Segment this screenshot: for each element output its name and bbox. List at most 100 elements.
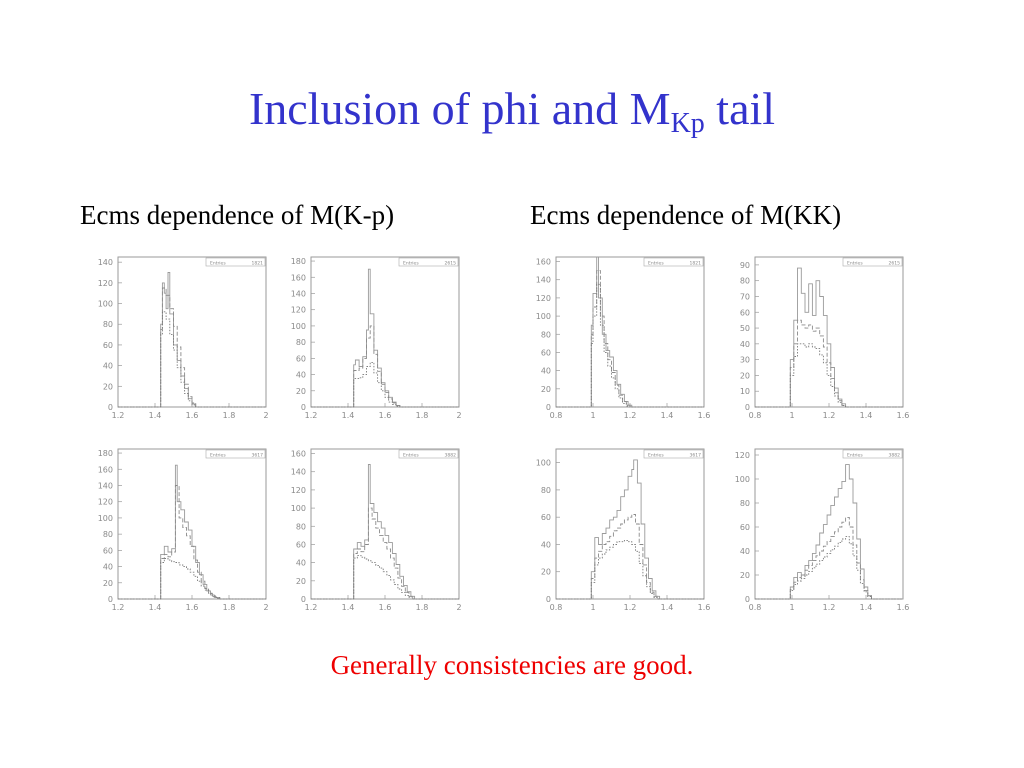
histogram-series-3 (755, 536, 903, 600)
histogram-series-3 (556, 283, 704, 408)
x-tick-label: 2 (263, 411, 268, 420)
histogram-series-1 (118, 464, 266, 600)
x-tick-label: 1.2 (823, 603, 836, 612)
y-tick-label: 20 (541, 385, 551, 394)
title-subscript: Kp (670, 108, 705, 139)
y-tick-label: 0 (108, 595, 113, 604)
x-tick-label: 1.2 (112, 603, 125, 612)
stats-box (205, 449, 266, 459)
histogram-series-3 (556, 539, 704, 600)
y-tick-label: 80 (740, 499, 750, 508)
y-tick-label: 140 (536, 276, 551, 285)
histogram-kp-4: Entries 3882 0 20 40 60 80 100 120 140 160 1.2 1.4 1.… (291, 448, 462, 612)
plot-frame (754, 448, 904, 600)
stats-value: 2615 (889, 261, 901, 267)
stats-label: Entries (648, 261, 664, 267)
x-tick-label: 1.8 (416, 411, 429, 420)
x-tick-label: 1 (789, 603, 794, 612)
x-tick-label: 1.8 (416, 603, 429, 612)
y-tick-label: 40 (740, 547, 750, 556)
y-tick-label: 180 (98, 449, 113, 458)
x-tick-label: 1.4 (661, 603, 674, 612)
x-tick-label: 1.6 (897, 603, 910, 612)
x-tick-label: 1.6 (698, 603, 711, 612)
y-tick-label: 20 (296, 387, 306, 396)
y-tick-label: 100 (291, 504, 306, 513)
x-tick-label: 2 (263, 603, 268, 612)
stats-box (205, 257, 266, 267)
x-tick-label: 1.4 (860, 603, 873, 612)
x-tick-label: 2 (456, 603, 461, 612)
x-tick-label: 1.2 (305, 603, 318, 612)
y-tick-label: 180 (291, 257, 306, 266)
y-tick-label: 50 (740, 324, 750, 333)
plot-frame (117, 448, 267, 600)
y-tick-label: 40 (296, 559, 306, 568)
x-tick-label: 1.2 (624, 603, 637, 612)
y-tick-label: 60 (740, 308, 750, 317)
histogram-kp-2: Entries 2615 0 20 40 60 80 100 120 140 160 180 1.2 1.… (291, 256, 462, 420)
y-tick-label: 140 (98, 258, 113, 267)
x-tick-label: 0.8 (749, 411, 762, 420)
y-tick-label: 60 (103, 546, 113, 555)
plot-frame (555, 256, 705, 408)
y-tick-label: 40 (103, 563, 113, 572)
y-tick-label: 160 (536, 258, 551, 267)
stats-box (842, 257, 903, 267)
y-tick-label: 20 (103, 579, 113, 588)
x-tick-label: 1.6 (698, 411, 711, 420)
y-tick-label: 120 (98, 498, 113, 507)
x-tick-label: 1.4 (860, 411, 873, 420)
stats-box (398, 257, 459, 267)
histogram-series-3 (311, 361, 459, 408)
stats-box (643, 257, 704, 267)
y-tick-label: 100 (291, 322, 306, 331)
histogram-series-2 (755, 319, 903, 408)
y-tick-label: 40 (541, 367, 551, 376)
y-tick-label: 0 (546, 595, 551, 604)
plot-frame (754, 256, 904, 408)
y-tick-label: 80 (103, 320, 113, 329)
histogram-series-1 (755, 267, 903, 408)
histogram-series-1 (118, 272, 266, 408)
histogram-kp-3: Entries 3617 0 20 40 60 80 100 120 140 160 180 1.2 1.… (98, 448, 269, 612)
y-tick-label: 20 (541, 568, 551, 577)
stats-label: Entries (403, 261, 419, 267)
plot-frame (117, 256, 267, 408)
stats-value: 1821 (690, 261, 702, 267)
y-tick-label: 70 (740, 292, 750, 301)
stats-value: 3617 (690, 453, 702, 459)
y-tick-label: 140 (291, 289, 306, 298)
x-tick-label: 1 (590, 411, 595, 420)
y-tick-label: 80 (541, 486, 551, 495)
y-tick-label: 100 (735, 475, 750, 484)
x-tick-label: 1.8 (223, 411, 236, 420)
x-tick-label: 2 (456, 411, 461, 420)
histogram-series-1 (556, 256, 704, 408)
x-tick-label: 1.4 (342, 411, 355, 420)
slide-title: Inclusion of phi and MKp tail (0, 82, 1024, 140)
y-tick-label: 160 (98, 465, 113, 474)
y-tick-label: 60 (740, 523, 750, 532)
y-tick-label: 140 (291, 468, 306, 477)
y-tick-label: 40 (296, 371, 306, 380)
y-tick-label: 60 (296, 354, 306, 363)
stats-value: 3882 (445, 453, 457, 459)
title-main: Inclusion of phi and M (248, 83, 671, 134)
y-tick-label: 120 (98, 279, 113, 288)
x-tick-label: 1.4 (661, 411, 674, 420)
histogram-series-1 (311, 268, 459, 408)
histogram-series-2 (755, 516, 903, 600)
stats-label: Entries (847, 453, 863, 459)
y-tick-label: 100 (98, 514, 113, 523)
y-tick-label: 100 (536, 459, 551, 468)
y-tick-label: 60 (296, 540, 306, 549)
histogram-series-2 (118, 287, 266, 408)
y-tick-label: 20 (740, 371, 750, 380)
histogram-kk-2: Entries 2615 0 10 20 30 40 50 60 70 80 90 0.8 1 1.2 1.4… (740, 256, 909, 420)
x-tick-label: 1.6 (379, 603, 392, 612)
stats-label: Entries (648, 453, 664, 459)
left-section-heading: Ecms dependence of M(K-p) (80, 200, 395, 230)
y-tick-label: 80 (740, 277, 750, 286)
y-tick-label: 60 (103, 341, 113, 350)
